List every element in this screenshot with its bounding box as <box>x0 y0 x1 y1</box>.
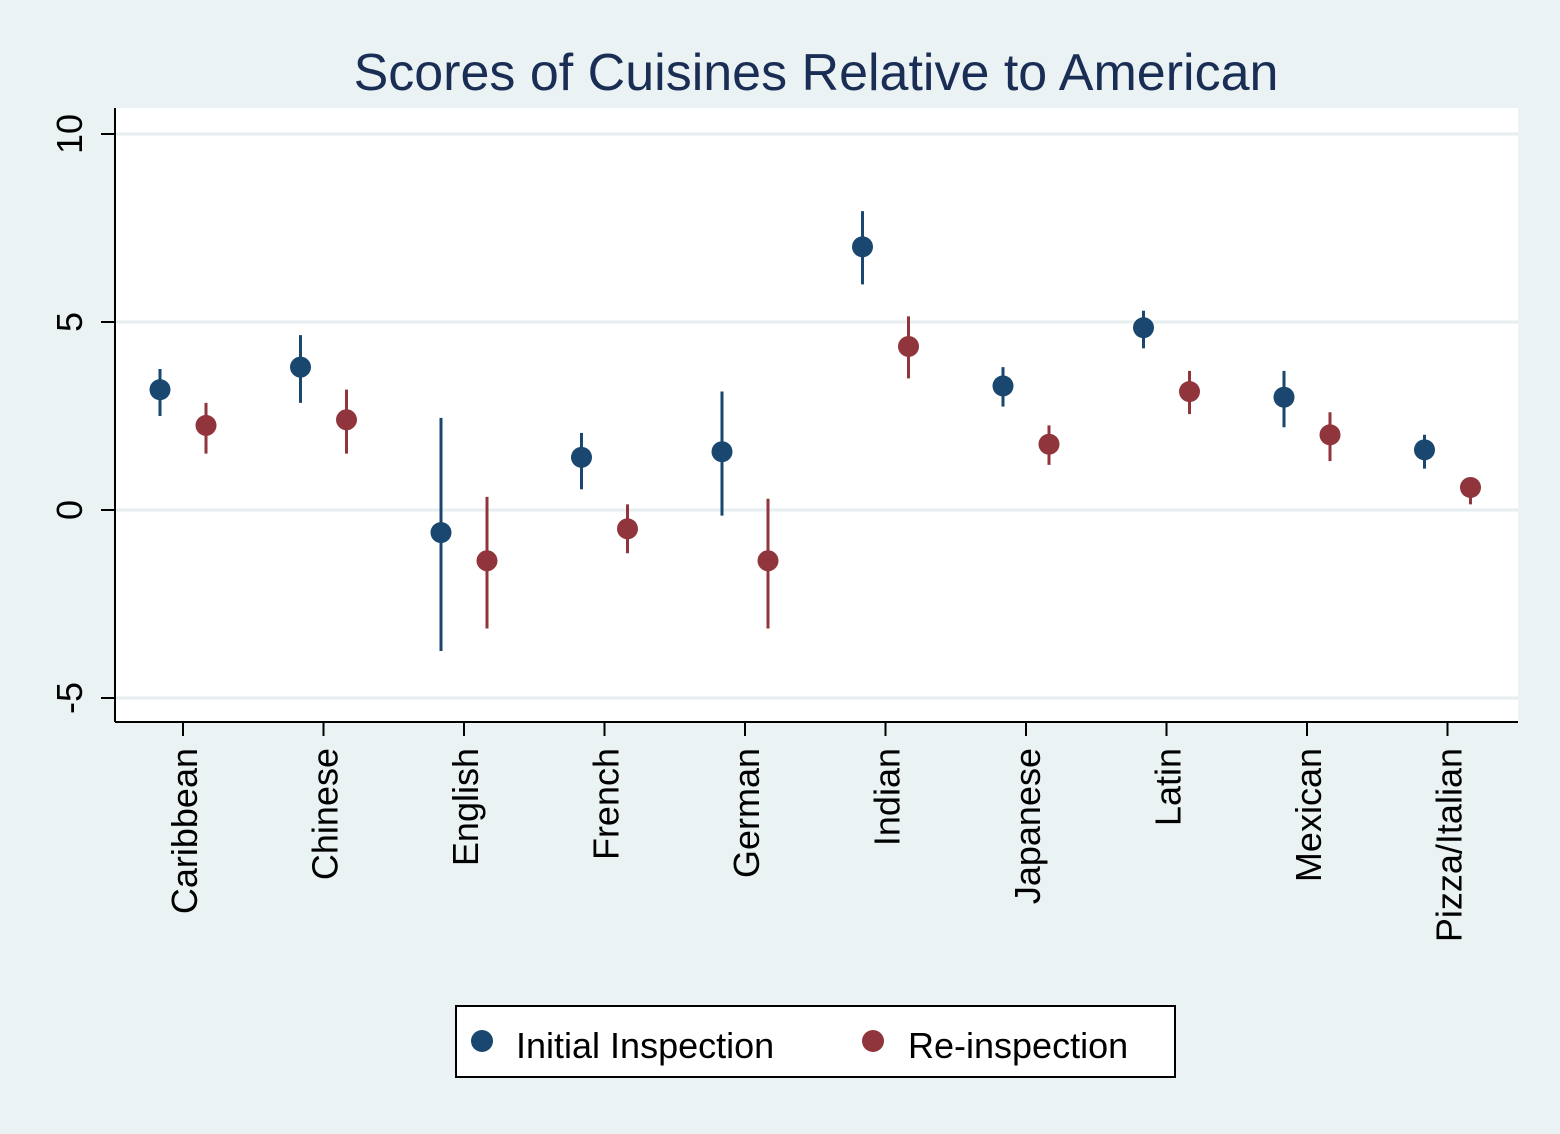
legend: Initial Inspection Re-inspection <box>455 1005 1176 1078</box>
x-tick-label: Latin <box>1148 748 1189 826</box>
point-reinspection <box>1179 381 1200 403</box>
point-initial <box>1414 439 1435 461</box>
point-initial <box>290 356 311 378</box>
x-tick-label: English <box>445 748 486 866</box>
point-reinspection <box>617 518 638 540</box>
point-initial <box>1133 317 1154 339</box>
point-initial <box>711 441 733 463</box>
x-tick-label: French <box>586 748 627 860</box>
point-initial <box>149 379 171 401</box>
y-tick-label: -5 <box>49 682 90 714</box>
x-tick-label: Mexican <box>1288 748 1329 882</box>
chart-title: Scores of Cuisines Relative to American <box>354 44 1279 102</box>
point-reinspection <box>1319 424 1341 446</box>
point-reinspection <box>195 414 217 436</box>
x-tick-label: Indian <box>867 748 908 846</box>
y-tick-label: 10 <box>49 114 90 154</box>
point-reinspection <box>476 550 498 572</box>
point-initial <box>430 522 452 544</box>
x-tick-label: German <box>726 748 767 878</box>
legend-label-reinspection: Re-inspection <box>908 1025 1128 1066</box>
axes: -5 0 5 10 Caribbean Chinese English French Germa… <box>49 108 1518 942</box>
y-tick-label: 5 <box>49 312 90 332</box>
point-reinspection <box>757 550 779 572</box>
point-initial <box>571 446 592 468</box>
x-tick-label: Pizza/Italian <box>1429 748 1470 942</box>
x-tick-label: Japanese <box>1007 748 1048 904</box>
point-reinspection <box>1460 476 1481 498</box>
point-initial <box>992 375 1014 397</box>
legend-box <box>455 1005 1176 1078</box>
point-initial <box>1273 386 1295 408</box>
point-reinspection <box>336 409 357 431</box>
marks <box>149 211 1481 651</box>
x-tick-label: Chinese <box>305 748 346 880</box>
y-tick-label: 0 <box>49 500 90 520</box>
x-tick-label: Caribbean <box>164 748 205 914</box>
plot-area <box>115 108 1518 722</box>
legend-label-initial: Initial Inspection <box>516 1025 774 1066</box>
point-initial <box>852 236 873 258</box>
legend-marker-initial <box>471 1030 493 1052</box>
grid <box>115 132 1518 700</box>
point-reinspection <box>1038 433 1060 455</box>
legend-marker-reinspection <box>862 1030 884 1052</box>
point-reinspection <box>898 335 919 357</box>
